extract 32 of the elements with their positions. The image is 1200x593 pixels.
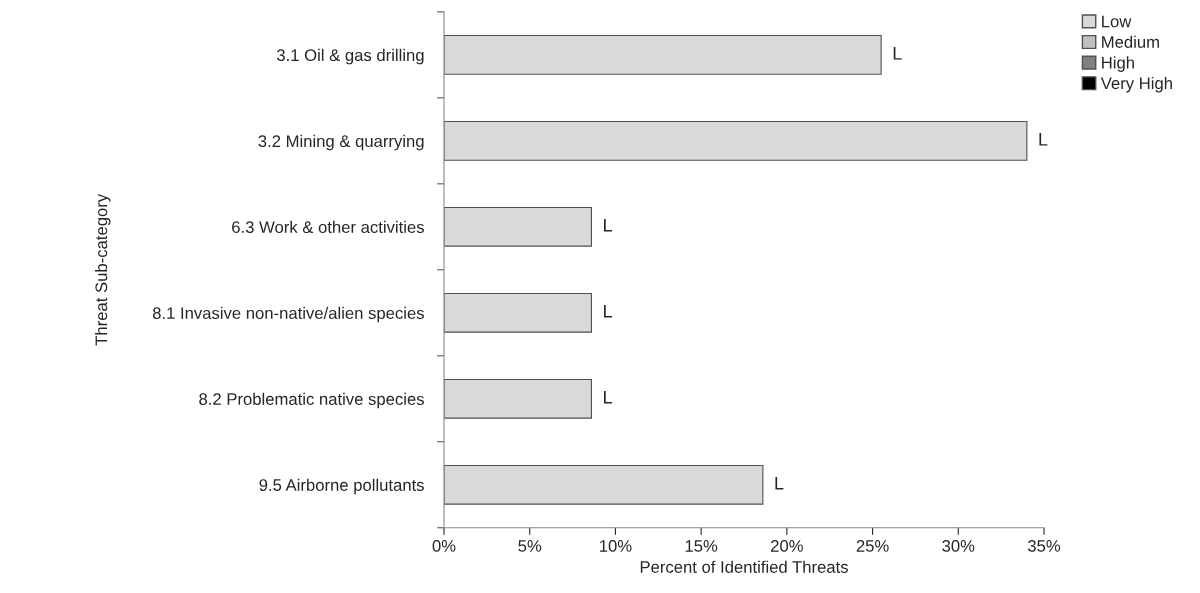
x-tick-label: 20% — [771, 540, 803, 552]
x-tick-label: 15% — [685, 540, 718, 552]
x-axis-title: Percent of Identified Threats — [640, 560, 848, 573]
data-label: L — [604, 305, 612, 318]
x-tick-label: 0% — [432, 540, 456, 552]
bar — [444, 34, 882, 75]
x-tick-label: 5% — [518, 540, 542, 552]
legend-label: Very High — [1100, 76, 1172, 93]
x-tick-label: 10% — [600, 540, 632, 552]
data-label: L — [775, 477, 784, 490]
legend-label: Low — [1102, 15, 1132, 28]
y-axis-title: Threat Sub-category — [94, 193, 111, 346]
bar — [444, 464, 764, 505]
y-tick-label: 3.1 Oil & gas drilling — [276, 48, 424, 65]
y-tick-label: 6.3 Work & other activities — [232, 220, 424, 234]
bar — [444, 378, 592, 419]
legend-label: High — [1102, 56, 1134, 72]
data-label: L — [1039, 133, 1048, 146]
x-tick-label: 25% — [856, 540, 889, 552]
x-tick-label: 35% — [1027, 540, 1061, 552]
bar — [444, 120, 1028, 161]
y-tick-label: 8.2 Problematic native species — [199, 392, 424, 409]
bar — [444, 292, 592, 333]
y-tick-label: 8.1 Invasive non-native/alien species — [152, 306, 424, 323]
bar — [444, 206, 592, 247]
x-tick-label: 30% — [942, 540, 975, 552]
legend-label: Medium — [1102, 35, 1159, 48]
y-tick-label: 3.2 Mining & quarrying — [258, 134, 424, 151]
data-label: L — [604, 391, 612, 404]
data-label: L — [893, 47, 902, 60]
data-label: L — [604, 219, 612, 232]
y-tick-label: 9.5 Airborne pollutants — [259, 478, 424, 495]
